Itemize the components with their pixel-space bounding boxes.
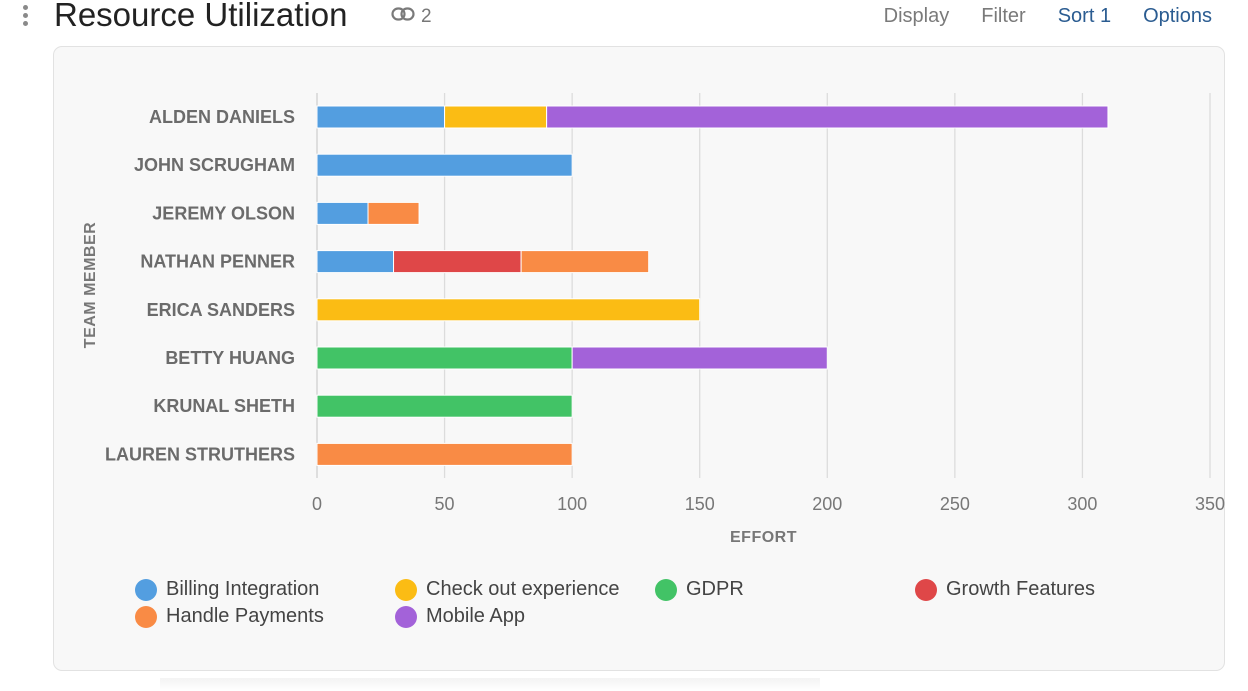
panel-shadow: [160, 678, 820, 691]
legend-dot-icon: [915, 578, 937, 601]
bar-segment[interactable]: [316, 394, 573, 418]
legend-dot-icon: [395, 578, 417, 601]
bar-segment[interactable]: [571, 346, 828, 370]
category-label: BETTY HUANG: [165, 348, 295, 368]
legend-label: Mobile App: [426, 605, 525, 627]
bar-segment[interactable]: [316, 442, 573, 466]
link-icon: [391, 6, 415, 28]
bar-segment[interactable]: [444, 105, 548, 129]
x-tick-label: 200: [812, 494, 842, 514]
link-count: 2: [421, 6, 432, 27]
legend-dot-icon: [135, 605, 157, 628]
bar-segment[interactable]: [546, 105, 1109, 129]
x-tick-label: 350: [1195, 494, 1225, 514]
category-label: ERICA SANDERS: [147, 300, 295, 320]
category-label: JOHN SCRUGHAM: [134, 155, 295, 175]
x-tick-label: 300: [1067, 494, 1097, 514]
legend-label: Handle Payments: [166, 605, 324, 627]
x-tick-label: 0: [312, 494, 322, 514]
drag-handle-icon[interactable]: [19, 3, 33, 29]
legend-dot-icon: [655, 578, 677, 601]
x-axis-title: EFFORT: [730, 529, 797, 546]
x-tick-label: 250: [940, 494, 970, 514]
category-label: NATHAN PENNER: [140, 252, 295, 272]
category-label: JEREMY OLSON: [152, 203, 295, 223]
bar-segment[interactable]: [316, 105, 446, 129]
legend-dot-icon: [135, 578, 157, 601]
y-axis-title: TEAM MEMBER: [82, 222, 99, 348]
display-button[interactable]: Display: [883, 5, 950, 27]
legend-item[interactable]: Mobile App: [395, 605, 655, 628]
x-tick-label: 50: [435, 494, 455, 514]
bar-segment[interactable]: [316, 201, 369, 225]
page-title: Resource Utilization: [54, 0, 348, 33]
legend-item[interactable]: Handle Payments: [135, 605, 395, 628]
bar-segment[interactable]: [316, 298, 701, 322]
bar-segment[interactable]: [393, 250, 522, 274]
links-counter[interactable]: 2: [391, 6, 432, 28]
options-button[interactable]: Options: [1143, 5, 1212, 27]
legend-label: GDPR: [686, 578, 744, 600]
x-tick-label: 150: [685, 494, 715, 514]
legend-label: Growth Features: [946, 578, 1095, 600]
x-tick-label: 100: [557, 494, 587, 514]
legend-item[interactable]: GDPR: [655, 578, 915, 601]
sort-button[interactable]: Sort 1: [1057, 5, 1112, 27]
bar-segment[interactable]: [520, 250, 650, 274]
bar-segment[interactable]: [316, 346, 573, 370]
chart-legend: Billing Integration Check out experience G…: [135, 578, 1195, 628]
legend-item[interactable]: Growth Features: [915, 578, 1175, 601]
category-label: ALDEN DANIELS: [149, 107, 295, 127]
legend-item[interactable]: Billing Integration: [135, 578, 395, 601]
bar-segment[interactable]: [316, 153, 573, 177]
bar-segment[interactable]: [367, 201, 420, 225]
category-label: KRUNAL SHETH: [153, 396, 295, 416]
filter-button[interactable]: Filter: [981, 5, 1026, 27]
toolbar: Display Filter Sort 1 Options: [884, 5, 1212, 28]
bar-segment[interactable]: [316, 250, 395, 274]
legend-item[interactable]: Check out experience: [395, 578, 655, 601]
legend-label: Check out experience: [426, 578, 620, 600]
legend-dot-icon: [395, 605, 417, 628]
legend-label: Billing Integration: [166, 578, 320, 600]
category-label: LAUREN STRUTHERS: [105, 444, 295, 464]
